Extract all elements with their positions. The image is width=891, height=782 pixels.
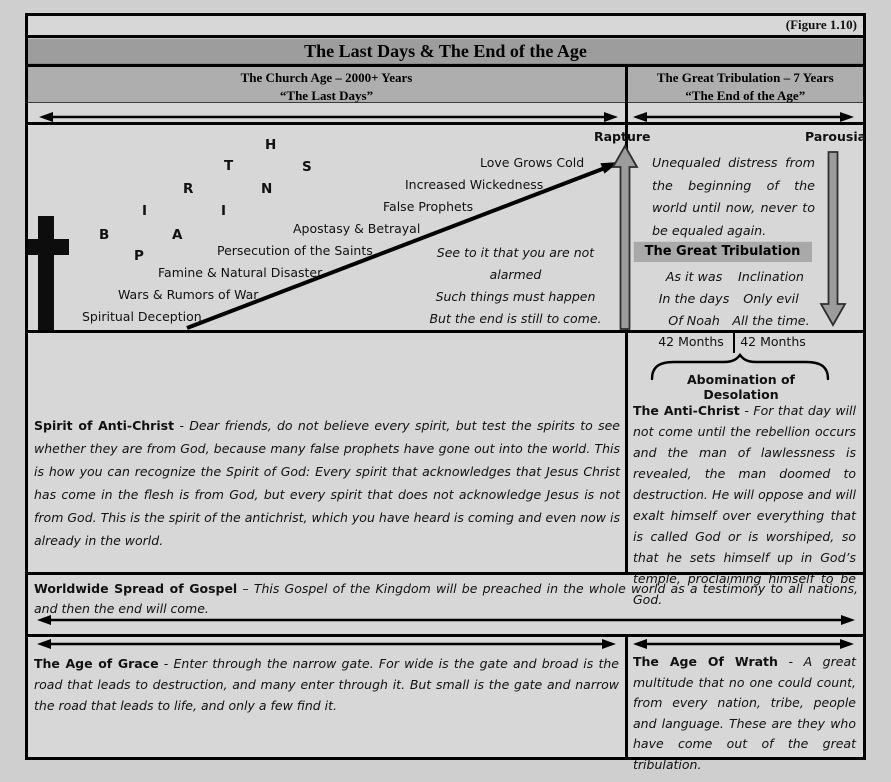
sign-item: Increased Wickedness xyxy=(405,177,544,192)
gospel-paragraph: Worldwide Spread of Gospel – This Gospel… xyxy=(34,579,858,619)
tribulation-span-arrow-icon xyxy=(633,112,854,122)
unequaled-distress-text: Unequaled distress from the beginning of… xyxy=(652,155,815,238)
row-divider xyxy=(28,35,863,38)
row-divider xyxy=(28,122,863,125)
age-of-wrath-body: - A great multitude that no one could co… xyxy=(633,654,857,772)
row-divider xyxy=(28,634,863,637)
birth-pains-letter: I xyxy=(221,203,227,219)
figure-label: (Figure 1.10) xyxy=(785,17,857,32)
antichrist-body: - For that day will not come until the r… xyxy=(633,403,856,607)
antichrist-title: The Anti-Christ xyxy=(633,403,740,418)
parousia-down-arrow-icon xyxy=(819,151,847,327)
sign-item: Apostasy & Betrayal xyxy=(293,221,421,236)
evil-line: Inclination xyxy=(738,269,804,284)
evil-line: All the time. xyxy=(732,313,810,328)
cross-icon xyxy=(28,239,69,255)
great-tribulation-highlight: The Great Tribulation xyxy=(633,241,812,262)
column-divider xyxy=(625,634,628,757)
column-divider xyxy=(625,330,628,572)
noah-line: Of Noah xyxy=(668,313,720,328)
row-divider xyxy=(28,572,863,575)
abomination-label: Abomination of Desolation xyxy=(687,372,795,402)
row-divider xyxy=(28,64,863,67)
abomination-brace-icon xyxy=(650,353,830,381)
parousia-label: Parousia xyxy=(805,129,867,144)
column-divider xyxy=(625,64,628,122)
church-age-header-line1: The Church Age – 2000+ Years xyxy=(240,69,413,85)
gospel-body: – This Gospel of the Kingdom will be pre… xyxy=(34,581,859,616)
alarm-quote: See to it that you are not alarmed Such … xyxy=(413,242,618,330)
months-right-label: 42 Months xyxy=(740,334,806,349)
tribulation-header-line1: The Great Tribulation – 7 Years xyxy=(656,69,834,85)
figure-frame: (Figure 1.10) The Last Days & The End of… xyxy=(25,13,867,772)
age-of-wrath-title: The Age Of Wrath xyxy=(633,654,778,669)
noah-column: As it was In the days Of Noah xyxy=(639,266,749,332)
age-of-grace-title: The Age of Grace xyxy=(34,656,159,671)
church-age-header: The Church Age – 2000+ Years “The Last D… xyxy=(28,66,625,103)
tribulation-header: The Great Tribulation – 7 Years “The End… xyxy=(627,66,863,103)
age-of-grace-body: - Enter through the narrow gate. For wid… xyxy=(34,656,619,713)
noah-line: As it was xyxy=(665,269,723,284)
gospel-span-arrow-icon xyxy=(37,615,855,625)
age-of-wrath-span-arrow-icon xyxy=(633,639,854,649)
birth-pains-letter: H xyxy=(265,137,277,153)
gospel-title: Worldwide Spread of Gospel xyxy=(34,581,238,596)
birth-pains-letter: B xyxy=(99,227,110,243)
sign-item: Persecution of the Saints xyxy=(217,243,373,258)
sign-item: Love Grows Cold xyxy=(480,155,585,170)
spirit-of-antichrist-body: - Dear friends, do not believe every spi… xyxy=(34,418,620,548)
birth-pains-letter: P xyxy=(134,248,144,264)
sign-item: Wars & Rumors of War xyxy=(118,287,259,302)
evil-column: Inclination Only evil All the time. xyxy=(716,266,826,332)
birth-pains-letter: T xyxy=(224,158,234,174)
months-left-label: 42 Months xyxy=(658,334,724,349)
birth-pains-letter: N xyxy=(261,181,273,197)
row-divider xyxy=(28,330,863,333)
church-age-header-line2: “The Last Days” xyxy=(279,87,374,103)
rapture-label: Rapture xyxy=(594,129,651,144)
age-of-grace-paragraph: The Age of Grace - Enter through the nar… xyxy=(34,653,619,716)
birth-pains-letter: I xyxy=(142,203,148,219)
alarm-quote-line: But the end is still to come. xyxy=(429,311,602,326)
alarm-quote-line: See to it that you are not alarmed xyxy=(436,245,595,282)
rapture-up-arrow-icon xyxy=(611,144,639,330)
sign-item: False Prophets xyxy=(383,199,474,214)
alarm-quote-line: Such things must happen xyxy=(435,289,596,304)
birth-pains-letter: R xyxy=(183,181,194,197)
antichrist-paragraph: The Anti-Christ - For that day will not … xyxy=(633,400,856,610)
evil-line: Only evil xyxy=(743,291,799,306)
months-divider xyxy=(733,332,735,353)
tribulation-header-line2: “The End of the Age” xyxy=(685,87,806,103)
spirit-of-antichrist-paragraph: Spirit of Anti-Christ - Dear friends, do… xyxy=(34,414,620,552)
birth-pains-letter: A xyxy=(172,227,183,243)
page-title: The Last Days & The End of the Age xyxy=(28,37,863,64)
rising-trend-arrow-icon xyxy=(186,162,619,330)
age-of-wrath-paragraph: The Age Of Wrath - A great multitude tha… xyxy=(633,652,856,775)
sign-item: Famine & Natural Disaster xyxy=(158,265,323,280)
church-age-span-arrow-icon xyxy=(39,112,618,122)
age-of-grace-span-arrow-icon xyxy=(37,639,616,649)
noah-line: In the days xyxy=(658,291,730,306)
spirit-of-antichrist-title: Spirit of Anti-Christ xyxy=(34,418,175,433)
sign-item: Spiritual Deception xyxy=(82,309,202,324)
birth-pains-letter: S xyxy=(302,159,312,175)
